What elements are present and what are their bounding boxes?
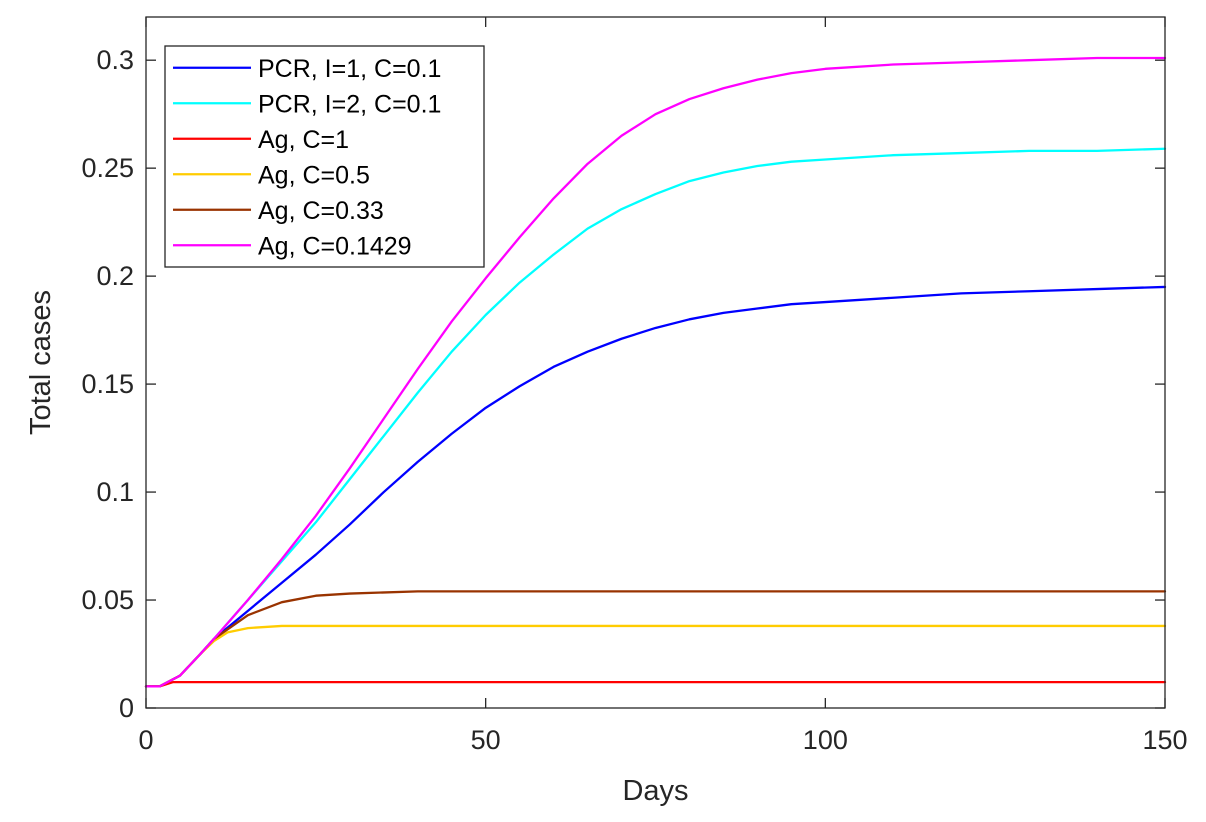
legend: PCR, I=1, C=0.1 PCR, I=2, C=0.1 Ag, C=1 Ag,… bbox=[164, 45, 485, 268]
tick-marks bbox=[145, 17, 1166, 709]
series-line-3 bbox=[144, 680, 1167, 688]
series-line-5 bbox=[144, 590, 1167, 688]
legend-label: PCR, I=1, C=0.1 bbox=[258, 55, 441, 83]
y-tick-label: 0.3 bbox=[96, 45, 134, 75]
legend-label: PCR, I=2, C=0.1 bbox=[258, 90, 441, 118]
y-tick-labels: 0 0.05 0.1 0.15 0.2 0.25 0.3 bbox=[81, 45, 134, 723]
x-tick-label: 50 bbox=[471, 725, 501, 755]
x-tick-label: 0 bbox=[138, 725, 153, 755]
series-line-1 bbox=[144, 285, 1167, 688]
legend-label: Ag, C=1 bbox=[258, 126, 349, 154]
y-tick-label: 0.05 bbox=[81, 585, 134, 615]
legend-label: Ag, C=0.33 bbox=[258, 197, 384, 225]
x-tick-labels: 0 50 100 150 bbox=[138, 725, 1187, 755]
y-axis-title: Total cases bbox=[25, 290, 57, 435]
series-line-4 bbox=[144, 624, 1167, 688]
plot-lines bbox=[144, 56, 1167, 688]
plot-frame bbox=[145, 16, 1166, 709]
x-axis-title: Days bbox=[622, 775, 688, 807]
y-tick-label: 0.2 bbox=[96, 261, 134, 291]
series-line-6 bbox=[144, 56, 1167, 688]
y-tick-label: 0.1 bbox=[96, 477, 134, 507]
legend-label: Ag, C=0.5 bbox=[258, 161, 370, 189]
y-tick-label: 0.25 bbox=[81, 153, 134, 183]
legend-label: Ag, C=0.1429 bbox=[258, 232, 412, 260]
legend-box bbox=[164, 45, 485, 268]
y-tick-label: 0 bbox=[119, 693, 134, 723]
x-tick-label: 100 bbox=[803, 725, 848, 755]
y-tick-label: 0.15 bbox=[81, 369, 134, 399]
x-tick-label: 150 bbox=[1142, 725, 1187, 755]
